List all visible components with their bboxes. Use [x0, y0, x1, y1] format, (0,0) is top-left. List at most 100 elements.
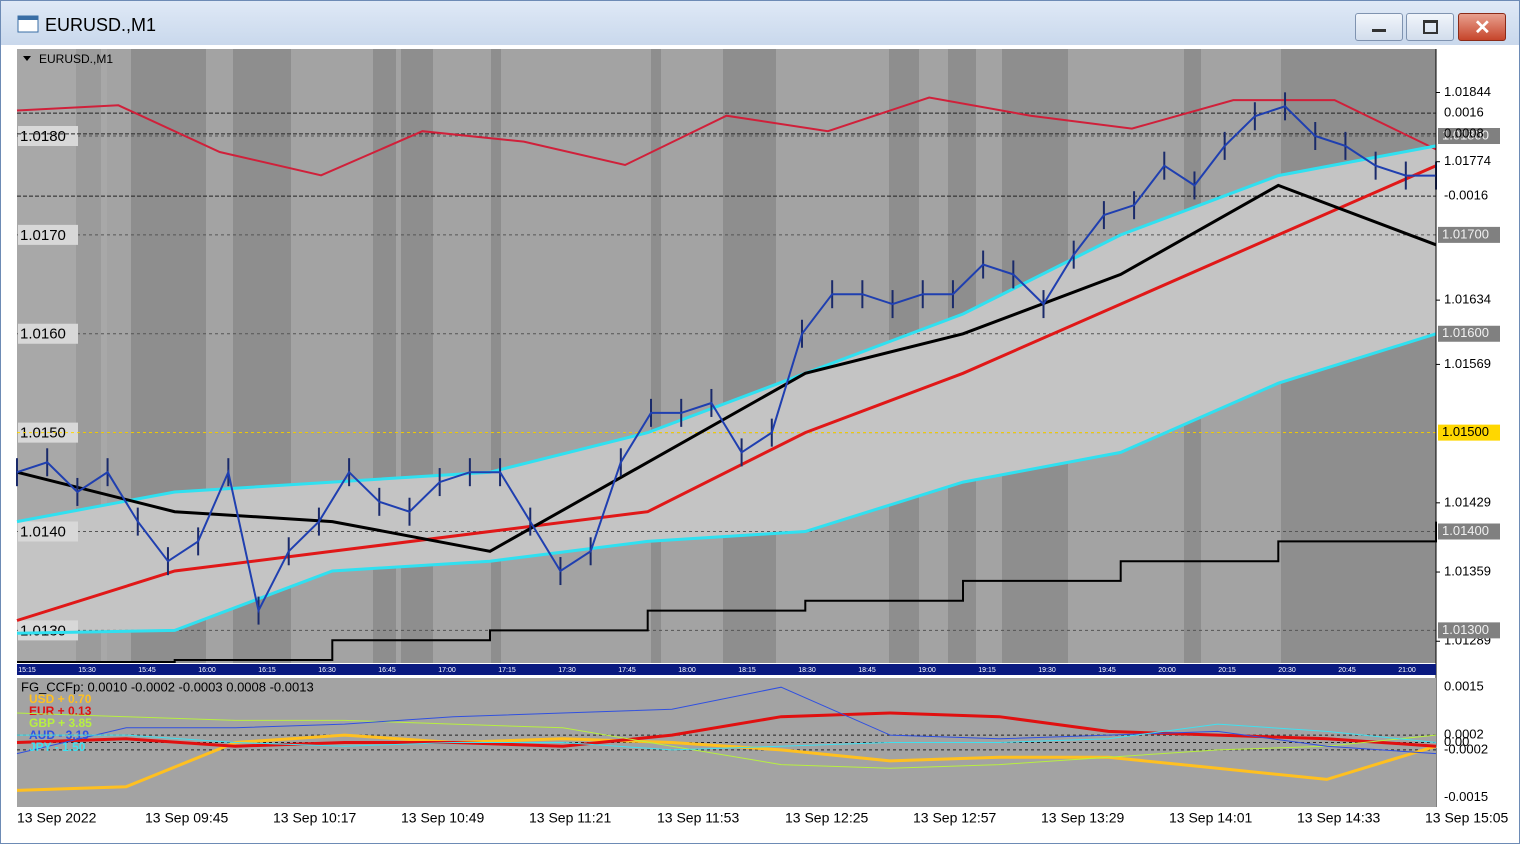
time-label: 19:30	[1038, 667, 1056, 674]
symbol-arrow	[23, 56, 31, 61]
date-label: 13 Sep 10:17	[273, 810, 357, 826]
indicator-tick-label: 0.00	[1444, 734, 1469, 749]
currency-line	[16, 733, 1437, 792]
date-label: 13 Sep 15:05	[1425, 810, 1509, 826]
indicator-label: FG_CCFp: 0.0010 -0.0002 -0.0003 0.0008 -…	[21, 679, 314, 694]
chart-area: 1.01801.01701.01601.01501.01401.0130EURU…	[1, 45, 1519, 843]
price-box	[1438, 325, 1500, 342]
indicator-tick-label: -0.0002	[1444, 741, 1488, 756]
session-band	[373, 49, 396, 663]
channel-fill	[17, 145, 1436, 634]
indicator-tick-label: -0.0015	[1444, 789, 1488, 804]
time-label: 18:00	[678, 667, 696, 674]
indicator-line	[16, 144, 1437, 524]
time-label: 18:15	[738, 667, 756, 674]
window-title: EURUSD.,M1	[45, 15, 157, 35]
date-label: 13 Sep 09:45	[145, 810, 229, 826]
indicator-line	[16, 332, 1437, 635]
minimize-button[interactable]	[1355, 13, 1403, 41]
time-label: 20:30	[1278, 667, 1296, 674]
overlay-tick-label: 0.0008	[1444, 125, 1484, 140]
overlay-tick-label: -0.0016	[1444, 188, 1488, 203]
session-band	[401, 49, 433, 663]
session-band	[491, 49, 501, 663]
time-label: 19:15	[978, 667, 996, 674]
app-icon	[17, 15, 39, 33]
indicator-tick-label: 0.0015	[1444, 679, 1484, 694]
time-label: 19:45	[1098, 667, 1116, 674]
level-label: 1.0130	[20, 622, 66, 639]
date-label: 13 Sep 14:01	[1169, 810, 1253, 826]
legend-entry: JPY - 1.50	[29, 740, 86, 754]
date-label: 13 Sep 12:57	[913, 810, 997, 826]
price-line	[16, 105, 1436, 614]
time-label: 16:00	[198, 667, 216, 674]
time-label: 16:15	[258, 667, 276, 674]
level-box	[18, 224, 78, 245]
price-label: 1.01429	[1444, 494, 1491, 509]
currency-line	[17, 723, 1437, 751]
price-box	[1438, 128, 1500, 145]
highlight-label: 1.01500	[1442, 424, 1489, 439]
symbol-label: EURUSD.,M1	[39, 52, 113, 66]
time-label: 17:00	[438, 667, 456, 674]
time-label: 20:15	[1218, 667, 1236, 674]
currency-line	[16, 712, 1437, 769]
date-label: 13 Sep 10:49	[401, 810, 485, 826]
session-band	[651, 49, 661, 663]
time-label: 17:30	[558, 667, 576, 674]
price-box	[1438, 226, 1500, 243]
level-box	[18, 521, 78, 542]
price-axis	[1437, 49, 1519, 703]
time-label: 20:45	[1338, 667, 1356, 674]
level-label: 1.0160	[20, 326, 66, 343]
time-label: 21:00	[1398, 667, 1416, 674]
date-label: 13 Sep 2022	[17, 810, 97, 826]
price-box-label: 1.01700	[1442, 226, 1489, 241]
legend-entry: USD + 0.70	[29, 692, 92, 706]
level-label: 1.0170	[20, 227, 66, 244]
currency-line	[16, 686, 1437, 755]
price-box-label: 1.01400	[1442, 523, 1489, 538]
price-box-label: 1.01800	[1442, 127, 1489, 142]
time-label: 17:15	[498, 667, 516, 674]
price-label: 1.01569	[1444, 356, 1491, 371]
level-box	[18, 126, 78, 147]
level-box	[18, 620, 78, 641]
price-box-label: 1.01300	[1442, 622, 1489, 637]
time-label: 15:15	[18, 667, 36, 674]
price-label: 1.01359	[1444, 563, 1491, 578]
indicator-line	[16, 164, 1437, 622]
date-label: 13 Sep 11:53	[657, 810, 739, 826]
date-label: 13 Sep 11:21	[529, 810, 611, 826]
maximize-button[interactable]	[1406, 13, 1454, 41]
time-label: 18:45	[858, 667, 876, 674]
legend-entry: GBP + 3.85	[29, 716, 92, 730]
time-bar	[17, 664, 1436, 675]
overlay-tick-label: 0.0016	[1444, 105, 1484, 120]
overlay-line	[16, 96, 1437, 177]
time-label: 17:45	[618, 667, 636, 674]
step-line	[17, 521, 1437, 663]
indicator-line	[16, 183, 1437, 553]
price-box-label: 1.01600	[1442, 325, 1489, 340]
highlight-box	[1438, 424, 1500, 441]
level-label: 1.0180	[20, 128, 66, 145]
time-label: 19:00	[918, 667, 936, 674]
currency-line	[16, 711, 1437, 748]
level-label: 1.0140	[20, 523, 66, 540]
date-label: 13 Sep 12:25	[785, 810, 869, 826]
time-label: 15:45	[138, 667, 156, 674]
time-label: 15:30	[78, 667, 96, 674]
level-box	[18, 323, 78, 344]
date-label: 13 Sep 14:33	[1297, 810, 1381, 826]
price-label: 1.01844	[1444, 84, 1491, 99]
indicator-tick-label: 0.0002	[1444, 727, 1484, 742]
close-button[interactable]: ✕	[1458, 13, 1506, 41]
price-label: 1.01634	[1444, 292, 1491, 307]
time-label: 16:30	[318, 667, 336, 674]
session-band	[723, 49, 776, 663]
price-label: 1.01774	[1444, 153, 1491, 168]
title-bar: EURUSD.,M1 ✕	[1, 1, 1519, 45]
